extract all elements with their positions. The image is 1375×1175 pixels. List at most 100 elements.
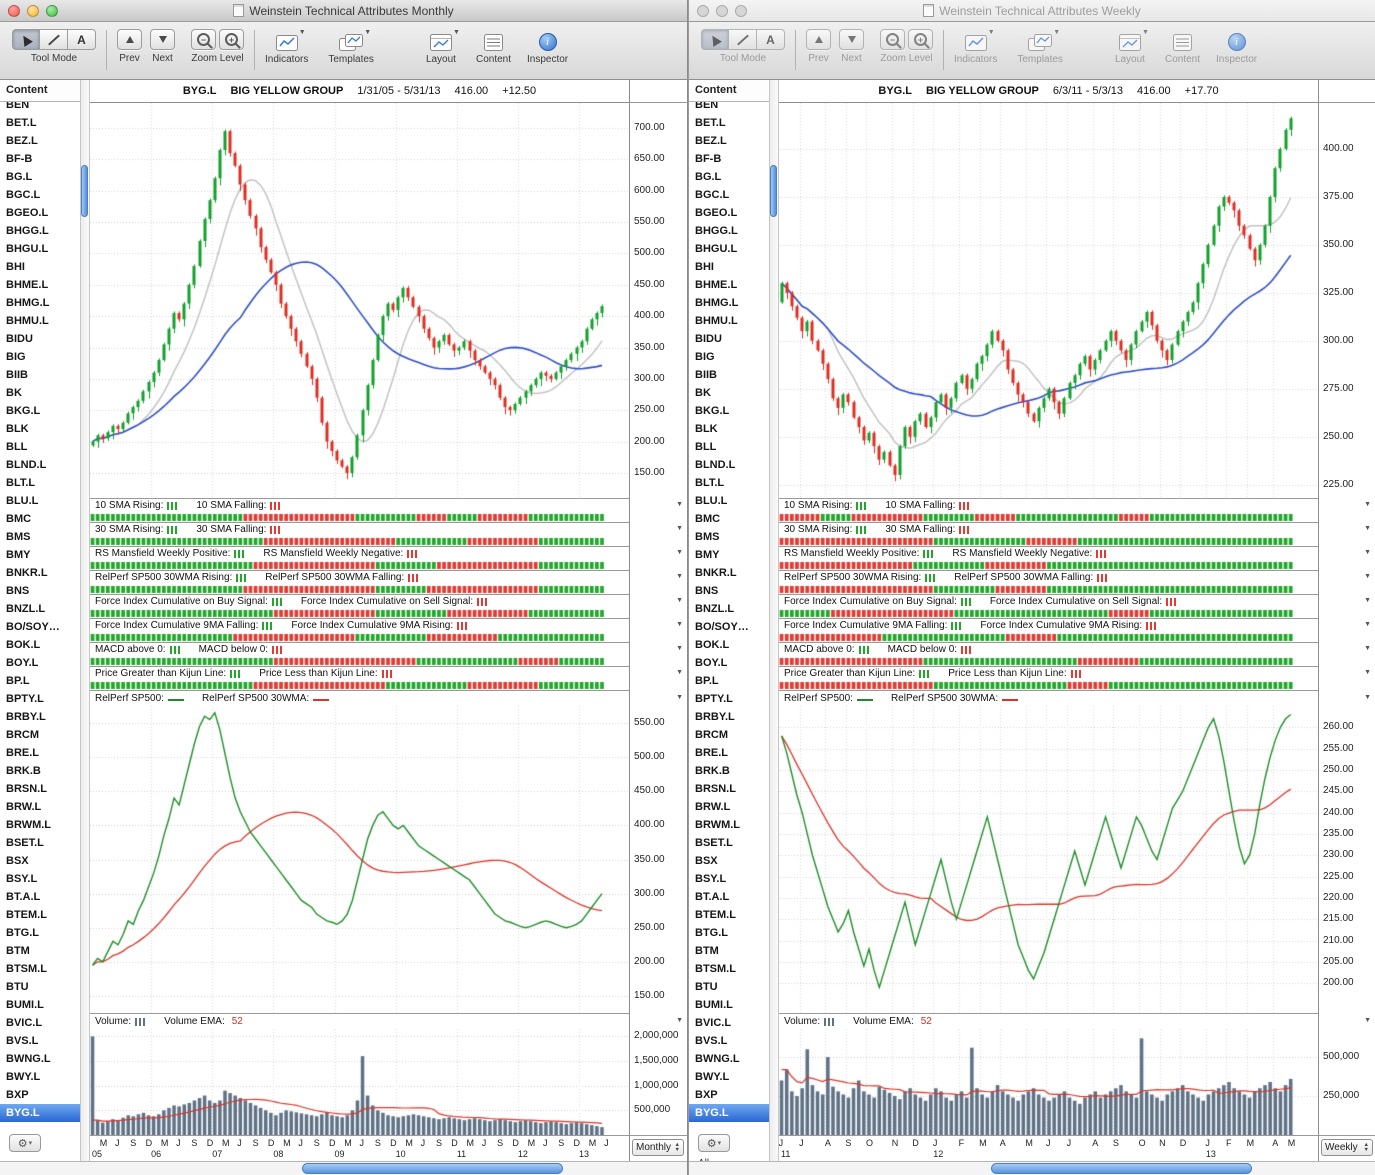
ticker-item[interactable]: BIIB (695, 369, 717, 381)
ticker-item[interactable]: BLK (695, 423, 718, 435)
ticker-item[interactable]: BOY.L (695, 657, 728, 669)
indicator-options-dropdown[interactable]: ▼ (1364, 501, 1371, 508)
zoom-in-button[interactable]: + (219, 29, 244, 50)
ticker-item[interactable]: BTM (695, 945, 719, 957)
ticker-item[interactable]: BHGG.L (695, 225, 738, 237)
ticker-item[interactable]: BRSN.L (6, 783, 47, 795)
ticker-item[interactable]: BP.L (695, 675, 719, 687)
volume-options-dropdown[interactable]: ▼ (1364, 1017, 1371, 1024)
ticker-item[interactable]: BSET.L (6, 837, 44, 849)
ticker-item[interactable]: BWNG.L (695, 1053, 740, 1065)
ticker-item[interactable]: BRE.L (695, 747, 728, 759)
ticker-item[interactable]: BHMG.L (6, 297, 50, 309)
ticker-item[interactable]: BEZ.L (695, 135, 727, 147)
horizontal-scrollbar[interactable] (0, 1161, 687, 1175)
indicator-options-dropdown[interactable]: ▼ (1364, 669, 1371, 676)
prev-button[interactable] (806, 29, 831, 50)
ticker-item[interactable]: BOK.L (6, 639, 41, 651)
ticker-item[interactable]: BLL (6, 441, 28, 453)
indicator-options-dropdown[interactable]: ▼ (1364, 525, 1371, 532)
text-tool-button[interactable]: A (757, 29, 785, 50)
scrollbar-thumb[interactable] (302, 1163, 564, 1174)
ticker-item[interactable]: BHMU.L (695, 315, 738, 327)
indicators-button[interactable]: ▼ (964, 29, 995, 51)
ticker-item[interactable]: BP.L (6, 675, 30, 687)
ticker-item[interactable]: BIDU (6, 333, 33, 345)
ticker-item[interactable]: BNZL.L (6, 603, 46, 615)
ticker-item[interactable]: BLU.L (6, 495, 39, 507)
ticker-item[interactable]: BGEO.L (695, 207, 738, 219)
indicator-options-dropdown[interactable]: ▼ (676, 645, 683, 652)
indicator-options-dropdown[interactable]: ▼ (1364, 621, 1371, 628)
zoom-button[interactable] (735, 5, 747, 17)
ticker-item[interactable]: BRW.L (695, 801, 731, 813)
monthly-price-chart[interactable] (90, 103, 629, 498)
gear-button[interactable]: ⚙ ▾ (9, 1134, 41, 1152)
ticker-item[interactable]: BGC.L (6, 189, 41, 201)
zoom-button[interactable] (46, 5, 58, 17)
ticker-item[interactable]: BT.A.L (695, 891, 730, 903)
volume-options-dropdown[interactable]: ▼ (676, 1017, 683, 1024)
periodicity-dropdown[interactable]: Monthly ▲ ▼ (632, 1139, 684, 1156)
arrow-tool-button[interactable] (12, 29, 40, 50)
ticker-item[interactable]: BKG.L (695, 405, 730, 417)
content-button[interactable] (483, 29, 503, 51)
line-tool-button[interactable] (40, 29, 68, 50)
ticker-item[interactable]: BMC (6, 513, 32, 525)
scrollbar-thumb[interactable] (990, 1163, 1252, 1174)
weekly-volume-chart[interactable] (779, 1029, 1318, 1135)
ticker-item[interactable]: BXP (6, 1089, 29, 1101)
relperf-options-dropdown[interactable]: ▼ (1364, 694, 1371, 701)
inspector-button[interactable]: i (1227, 29, 1246, 51)
ticker-item[interactable]: BTG.L (6, 927, 39, 939)
titlebar[interactable]: Weinstein Technical Attributes Monthly (0, 0, 687, 22)
ticker-item[interactable]: BUMI.L (695, 999, 733, 1011)
ticker-item[interactable]: BRK.B (695, 765, 730, 777)
ticker-item[interactable]: BTG.L (695, 927, 728, 939)
scrollbar-thumb[interactable] (81, 165, 88, 217)
indicator-options-dropdown[interactable]: ▼ (1364, 549, 1371, 556)
ticker-item[interactable]: BIDU (695, 333, 722, 345)
indicator-options-dropdown[interactable]: ▼ (1364, 573, 1371, 580)
arrow-tool-button[interactable] (701, 29, 729, 50)
prev-button[interactable] (117, 29, 142, 50)
ticker-item[interactable]: BLK (6, 423, 29, 435)
ticker-item[interactable]: BRWM.L (695, 819, 741, 831)
ticker-item[interactable]: BNKR.L (6, 567, 48, 579)
ticker-item[interactable]: BLND.L (6, 459, 47, 471)
ticker-item[interactable]: BNZL.L (695, 603, 735, 615)
periodicity-dropdown[interactable]: Weekly ▲ ▼ (1321, 1139, 1373, 1156)
ticker-item[interactable]: BTM (6, 945, 30, 957)
ticker-item[interactable]: BHME.L (6, 279, 49, 291)
ticker-item[interactable]: BLL (695, 441, 717, 453)
ticker-item[interactable]: BLT.L (695, 477, 725, 489)
ticker-item[interactable]: BSX (695, 855, 718, 867)
ticker-item[interactable]: BTEM.L (6, 909, 47, 921)
zoom-in-button[interactable]: + (908, 29, 933, 50)
minimize-button[interactable] (716, 5, 728, 17)
ticker-item[interactable]: BHGU.L (6, 243, 49, 255)
ticker-item[interactable]: BKG.L (6, 405, 41, 417)
ticker-item[interactable]: BHGG.L (6, 225, 49, 237)
ticker-item[interactable]: BTSM.L (6, 963, 47, 975)
ticker-item[interactable]: BIG (6, 351, 26, 363)
layout-button[interactable]: ▼ (429, 29, 460, 51)
ticker-item[interactable]: BMS (6, 531, 31, 543)
ticker-item[interactable]: BET.L (695, 117, 726, 129)
ticker-item[interactable]: BPTY.L (695, 693, 733, 705)
content-button[interactable] (1172, 29, 1192, 51)
indicator-options-dropdown[interactable]: ▼ (1364, 597, 1371, 604)
ticker-item[interactable]: BMC (695, 513, 721, 525)
ticker-item[interactable]: BPTY.L (6, 693, 44, 705)
ticker-item[interactable]: BUMI.L (6, 999, 44, 1011)
ticker-item[interactable]: BMY (695, 549, 720, 561)
indicator-options-dropdown[interactable]: ▼ (676, 621, 683, 628)
ticker-item[interactable]: BTU (695, 981, 718, 993)
gear-button[interactable]: ⚙ ▾ (698, 1134, 730, 1152)
ticker-item[interactable]: BWY.L (6, 1071, 41, 1083)
ticker-item[interactable]: BSET.L (695, 837, 733, 849)
ticker-item[interactable]: BEN (695, 102, 719, 111)
horizontal-scrollbar[interactable] (689, 1161, 1375, 1175)
ticker-item[interactable]: BO/SOY… (695, 621, 749, 633)
ticker-item[interactable]: BRCM (6, 729, 39, 741)
